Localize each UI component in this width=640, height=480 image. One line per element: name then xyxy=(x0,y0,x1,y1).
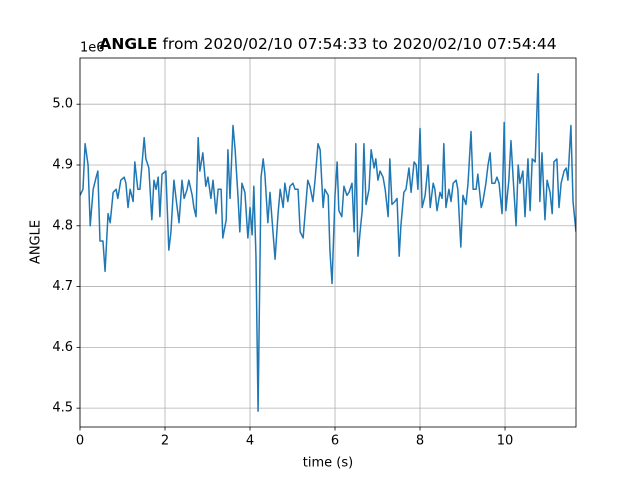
x-tick-label: 4 xyxy=(246,434,254,449)
x-tick-label: 10 xyxy=(497,434,514,449)
y-tick-label: 4.7 xyxy=(52,279,73,294)
x-axis-label: time (s) xyxy=(303,456,353,471)
x-tick-label: 0 xyxy=(76,434,84,449)
data-line xyxy=(80,73,576,412)
x-tick-label: 8 xyxy=(416,434,424,449)
y-tick-label: 4.8 xyxy=(52,218,73,233)
y-offset-label: 1e6 xyxy=(80,41,105,56)
x-tick-label: 2 xyxy=(161,434,169,449)
x-tick-label: 6 xyxy=(331,434,339,449)
plot-frame xyxy=(79,57,577,428)
y-axis-label: ANGLE xyxy=(29,220,44,264)
chart-title-rest: from 2020/02/10 07:54:33 to 2020/02/10 0… xyxy=(162,35,556,53)
chart-title: ANGLE from 2020/02/10 07:54:33 to 2020/0… xyxy=(99,35,556,53)
y-tick-label: 5.0 xyxy=(52,97,73,112)
y-tick-label: 4.9 xyxy=(52,157,73,172)
y-tick-label: 4.5 xyxy=(52,401,73,416)
chart-title-bold: ANGLE xyxy=(99,35,157,53)
y-tick-label: 4.6 xyxy=(52,340,73,355)
